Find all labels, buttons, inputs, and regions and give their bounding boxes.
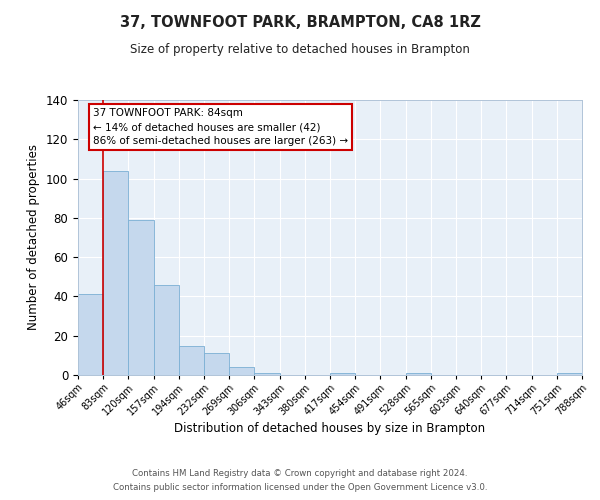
Bar bbox=[154, 284, 179, 375]
Bar bbox=[78, 294, 103, 375]
Text: 37, TOWNFOOT PARK, BRAMPTON, CA8 1RZ: 37, TOWNFOOT PARK, BRAMPTON, CA8 1RZ bbox=[119, 15, 481, 30]
X-axis label: Distribution of detached houses by size in Brampton: Distribution of detached houses by size … bbox=[175, 422, 485, 436]
Bar bbox=[254, 373, 280, 375]
Text: Size of property relative to detached houses in Brampton: Size of property relative to detached ho… bbox=[130, 42, 470, 56]
Y-axis label: Number of detached properties: Number of detached properties bbox=[28, 144, 40, 330]
Text: 37 TOWNFOOT PARK: 84sqm
← 14% of detached houses are smaller (42)
86% of semi-de: 37 TOWNFOOT PARK: 84sqm ← 14% of detache… bbox=[93, 108, 348, 146]
Bar bbox=[179, 346, 204, 375]
Bar bbox=[229, 367, 254, 375]
Text: Contains HM Land Registry data © Crown copyright and database right 2024.: Contains HM Land Registry data © Crown c… bbox=[132, 468, 468, 477]
Bar bbox=[103, 170, 128, 375]
Bar bbox=[330, 373, 355, 375]
Bar bbox=[128, 220, 154, 375]
Bar bbox=[557, 373, 582, 375]
Bar bbox=[204, 354, 229, 375]
Bar bbox=[406, 373, 431, 375]
Text: Contains public sector information licensed under the Open Government Licence v3: Contains public sector information licen… bbox=[113, 484, 487, 492]
